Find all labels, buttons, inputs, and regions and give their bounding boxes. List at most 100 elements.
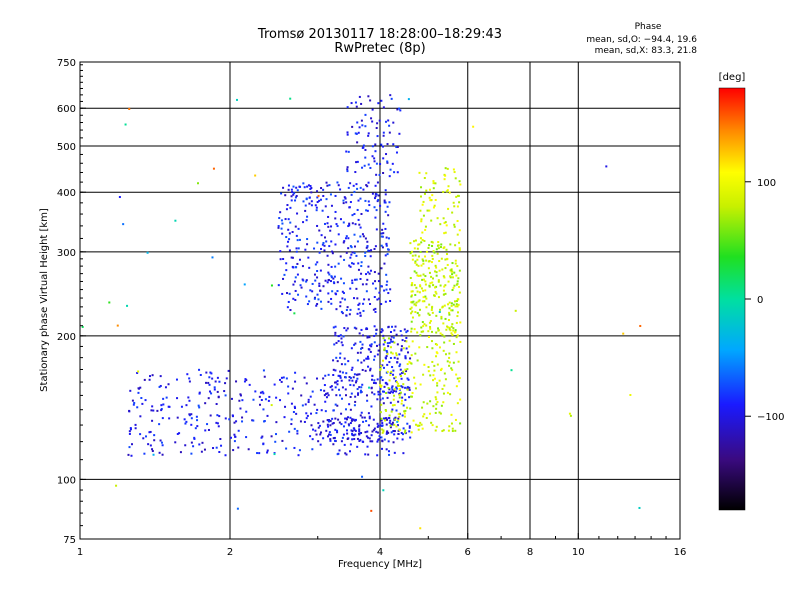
data-point bbox=[343, 357, 346, 360]
data-point bbox=[348, 379, 351, 382]
data-point bbox=[378, 438, 381, 441]
data-point bbox=[399, 368, 402, 371]
data-point bbox=[437, 329, 440, 332]
data-point bbox=[373, 160, 376, 163]
data-point bbox=[431, 241, 434, 244]
data-point bbox=[418, 314, 421, 317]
data-point bbox=[425, 416, 428, 419]
data-point bbox=[340, 423, 343, 426]
data-point bbox=[386, 430, 389, 433]
data-point bbox=[340, 337, 343, 340]
data-point bbox=[350, 193, 353, 196]
data-point bbox=[398, 353, 401, 356]
data-point bbox=[304, 209, 307, 212]
data-point bbox=[330, 265, 333, 268]
data-point bbox=[336, 290, 339, 293]
data-point bbox=[452, 286, 455, 289]
data-point bbox=[351, 214, 354, 217]
data-point bbox=[348, 376, 351, 379]
data-point bbox=[365, 246, 368, 249]
data-point bbox=[291, 387, 294, 390]
data-point bbox=[286, 245, 289, 248]
data-point bbox=[444, 258, 447, 261]
data-point bbox=[376, 454, 379, 457]
data-point bbox=[310, 200, 313, 203]
data-point bbox=[287, 218, 290, 221]
data-point bbox=[262, 442, 265, 445]
data-point bbox=[336, 431, 339, 434]
data-point bbox=[436, 352, 439, 355]
data-point bbox=[359, 414, 362, 417]
data-point bbox=[349, 396, 352, 399]
data-point bbox=[318, 424, 321, 427]
data-point bbox=[381, 439, 384, 442]
data-point bbox=[139, 415, 142, 418]
data-point bbox=[380, 331, 383, 334]
data-point bbox=[233, 421, 236, 424]
data-point bbox=[422, 401, 425, 404]
data-point bbox=[367, 95, 370, 98]
data-point bbox=[361, 146, 364, 149]
data-point bbox=[352, 384, 355, 387]
data-point bbox=[428, 209, 431, 212]
data-point bbox=[427, 246, 430, 249]
data-point bbox=[136, 371, 139, 374]
data-point bbox=[207, 381, 210, 384]
data-point bbox=[443, 246, 446, 249]
data-point bbox=[334, 331, 337, 334]
data-point bbox=[323, 389, 326, 392]
data-point bbox=[293, 312, 296, 315]
data-point bbox=[349, 308, 352, 311]
data-point bbox=[451, 276, 454, 279]
data-point bbox=[334, 369, 337, 372]
data-point bbox=[418, 346, 421, 349]
data-point bbox=[442, 401, 445, 404]
data-point bbox=[380, 303, 383, 306]
data-point bbox=[447, 207, 450, 210]
data-point bbox=[410, 301, 413, 304]
data-point bbox=[161, 417, 164, 420]
data-point bbox=[433, 377, 436, 380]
data-point bbox=[347, 360, 350, 363]
data-point bbox=[419, 274, 422, 277]
data-point bbox=[331, 422, 334, 425]
data-point bbox=[378, 343, 381, 346]
data-point bbox=[380, 328, 383, 331]
data-point bbox=[368, 336, 371, 339]
data-point bbox=[458, 291, 461, 294]
data-point bbox=[350, 253, 353, 256]
data-point bbox=[294, 266, 297, 269]
data-point bbox=[235, 98, 238, 101]
data-point bbox=[439, 223, 442, 226]
data-point bbox=[280, 227, 283, 230]
data-point bbox=[435, 271, 438, 274]
data-point bbox=[319, 443, 322, 446]
data-point bbox=[356, 359, 359, 362]
data-point bbox=[388, 175, 391, 178]
data-point bbox=[453, 331, 456, 334]
data-point bbox=[380, 244, 383, 247]
data-point bbox=[443, 335, 446, 338]
data-point bbox=[349, 383, 352, 386]
data-point bbox=[354, 433, 357, 436]
data-point bbox=[426, 402, 429, 405]
data-point bbox=[410, 330, 413, 333]
data-point bbox=[278, 217, 281, 220]
data-point bbox=[385, 432, 388, 435]
data-point bbox=[159, 439, 162, 442]
data-point bbox=[311, 390, 314, 393]
data-point bbox=[384, 254, 387, 257]
data-point bbox=[428, 412, 431, 415]
data-point bbox=[273, 453, 276, 456]
data-point bbox=[293, 280, 296, 283]
data-point bbox=[365, 420, 368, 423]
data-point bbox=[451, 270, 454, 273]
data-point bbox=[456, 377, 459, 380]
data-point bbox=[364, 369, 367, 372]
data-point bbox=[414, 293, 417, 296]
data-point bbox=[241, 416, 244, 419]
data-point bbox=[389, 426, 392, 429]
data-point bbox=[220, 444, 223, 447]
data-point bbox=[345, 201, 348, 204]
data-point bbox=[412, 300, 415, 303]
